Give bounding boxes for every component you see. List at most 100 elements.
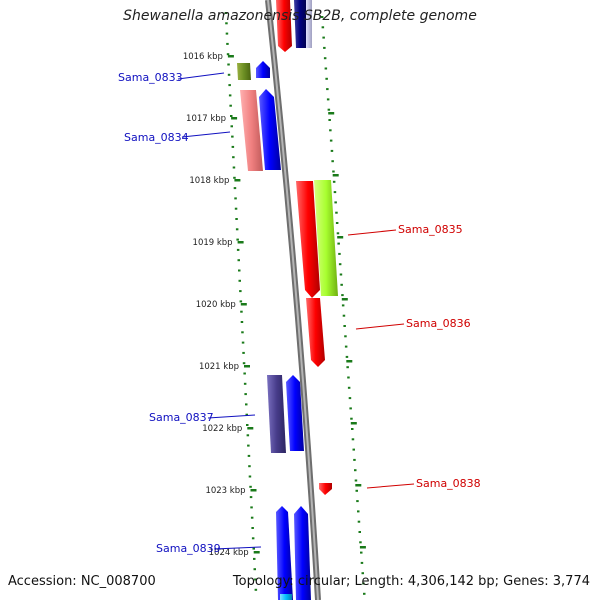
gene-sama-0833-olive[interactable] bbox=[237, 63, 251, 80]
gene-sama-0837-slate[interactable] bbox=[267, 375, 286, 453]
scale-tick-left bbox=[225, 22, 228, 25]
genome-title: Shewanella amazonensis SB2B, complete ge… bbox=[123, 8, 477, 24]
scale-tick-left bbox=[224, 12, 228, 14]
scale-tick-right bbox=[332, 170, 335, 173]
gene-sama-0838-red[interactable] bbox=[319, 483, 332, 495]
scale-tick-right bbox=[323, 57, 327, 60]
scale-tick-left bbox=[238, 279, 241, 282]
scale-tick-major bbox=[231, 117, 238, 120]
scale-tick-major bbox=[237, 241, 244, 244]
scale-tick-left bbox=[232, 156, 235, 159]
gene-label-sama-0835[interactable]: Sama_0835 bbox=[398, 223, 463, 236]
scale-tick-left bbox=[232, 166, 236, 169]
scale-tick-right bbox=[321, 26, 325, 29]
gene-top-red[interactable] bbox=[276, 0, 292, 52]
gene-sama-0839-blue-b[interactable] bbox=[294, 506, 311, 600]
scale-tick-right bbox=[357, 520, 361, 523]
gene-sama-0834-pink[interactable] bbox=[240, 90, 263, 171]
scale-tick-left bbox=[246, 424, 249, 426]
scale-tick-left bbox=[225, 32, 229, 35]
scale-tick-major-right bbox=[337, 236, 344, 239]
scale-tick-right bbox=[336, 232, 340, 235]
scale-tick-left bbox=[242, 351, 245, 354]
scale-tick-right bbox=[328, 119, 331, 121]
scale-tick-major bbox=[253, 551, 260, 554]
scale-tick-left bbox=[241, 331, 244, 334]
gene-top-navy[interactable] bbox=[294, 0, 306, 48]
scale-tick-right bbox=[355, 489, 358, 492]
scale-tick-left bbox=[230, 125, 233, 128]
scale-tick-left bbox=[226, 42, 229, 45]
scale-tick-left bbox=[243, 382, 247, 385]
scale-tick-left bbox=[249, 485, 252, 488]
scale-tick-right bbox=[357, 510, 360, 513]
scale-tick-left bbox=[231, 135, 234, 138]
kbp-label: 1023 kbp bbox=[205, 486, 245, 496]
scale-tick-left bbox=[248, 465, 251, 468]
gene-sama-0834-blue[interactable] bbox=[259, 89, 281, 170]
scale-tick-right bbox=[344, 345, 348, 348]
scale-tick-right bbox=[339, 273, 343, 276]
gene-label-sama-0836[interactable]: Sama_0836 bbox=[406, 317, 471, 330]
kbp-label: 1016 kbp bbox=[183, 52, 223, 62]
gene-label-sama-0833[interactable]: Sama_0833 bbox=[118, 71, 183, 84]
scale-tick-major bbox=[240, 303, 247, 306]
scale-tick-right bbox=[329, 129, 332, 132]
gene-label-sama-0838[interactable]: Sama_0838 bbox=[416, 477, 481, 490]
scale-tick-right bbox=[351, 438, 355, 441]
scale-tick-right bbox=[322, 36, 325, 39]
scale-tick-left bbox=[239, 290, 242, 293]
scale-tick-right bbox=[323, 46, 326, 49]
scale-tick-left bbox=[242, 362, 246, 365]
kbp-scale-labels: 1016 kbp 1017 kbp 1018 kbp 1019 kbp 1020 kbp… bbox=[183, 52, 249, 558]
scale-tick-left bbox=[245, 413, 248, 416]
gene-sama-0839-blue-a[interactable] bbox=[276, 506, 293, 600]
scale-tick-major-right bbox=[350, 422, 357, 425]
scale-tick-left bbox=[234, 197, 237, 200]
scale-tick-right bbox=[332, 180, 336, 183]
scale-tick-right bbox=[360, 551, 363, 554]
accession-text: Accession: NC_008700 bbox=[8, 574, 156, 589]
scale-tick-left bbox=[250, 506, 253, 509]
scale-tick-right bbox=[362, 582, 365, 585]
scale-tick-major bbox=[250, 489, 257, 492]
kbp-label: 1020 kbp bbox=[196, 300, 236, 310]
scale-tick-right bbox=[347, 386, 351, 389]
scale-tick-left bbox=[246, 434, 250, 437]
kbp-label: 1022 kbp bbox=[202, 424, 242, 434]
gene-label-sama-0837[interactable]: Sama_0837 bbox=[149, 411, 214, 424]
scale-tick-left bbox=[234, 207, 238, 210]
scale-tick-major-right bbox=[328, 112, 335, 115]
gene-sama-0835-lime[interactable] bbox=[314, 180, 338, 296]
gene-sama-0835-red[interactable] bbox=[296, 181, 320, 298]
scale-tick-right bbox=[356, 500, 359, 503]
scale-tick-right bbox=[333, 191, 337, 194]
scale-tick-right bbox=[358, 531, 361, 533]
scale-tick-right bbox=[341, 294, 344, 297]
scale-tick-left bbox=[253, 568, 256, 571]
scale-tick-right bbox=[342, 314, 346, 317]
scale-tick-major-right bbox=[341, 298, 348, 301]
scale-tick-right bbox=[335, 211, 338, 214]
scale-tick-right bbox=[326, 98, 330, 101]
gene-label-sama-0834[interactable]: Sama_0834 bbox=[124, 131, 189, 144]
scale-tick-right bbox=[349, 407, 352, 410]
gene-sama-0836-red[interactable] bbox=[306, 298, 325, 367]
gene-sama-0833-blue[interactable] bbox=[256, 61, 270, 78]
scale-tick-right bbox=[351, 428, 354, 430]
scale-tick-left bbox=[247, 444, 250, 447]
gene-top-grey[interactable] bbox=[306, 0, 312, 48]
scale-tick-major-right bbox=[355, 484, 362, 487]
gene-features[interactable] bbox=[237, 0, 338, 600]
gene-sama-0837-blue[interactable] bbox=[286, 375, 304, 451]
scale-tick-left bbox=[233, 176, 236, 179]
gene-label-sama-0839[interactable]: Sama_0839 bbox=[156, 542, 221, 555]
scale-tick-left bbox=[228, 84, 231, 87]
scale-tick-right bbox=[350, 417, 353, 420]
scale-tick-left bbox=[253, 557, 256, 560]
topology-summary: Topology: circular; Length: 4,306,142 bp… bbox=[232, 574, 590, 589]
gene-bottom-cyan[interactable] bbox=[280, 594, 292, 600]
scale-tick-left bbox=[238, 269, 241, 272]
kbp-label: 1024 kbp bbox=[209, 548, 249, 558]
kbp-label: 1018 kbp bbox=[189, 176, 229, 186]
